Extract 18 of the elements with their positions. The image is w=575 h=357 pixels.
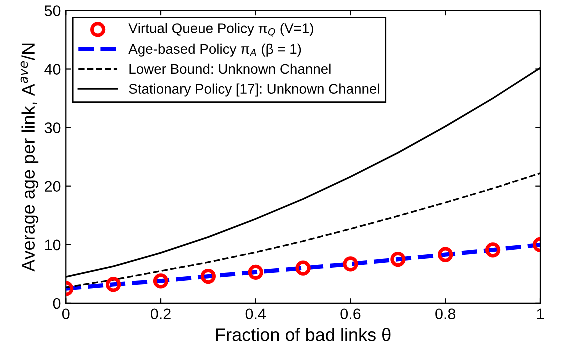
x-tick-label: 0.2	[150, 308, 171, 320]
x-tick-label: 1	[537, 308, 544, 320]
x-tick-label: 0.6	[340, 308, 361, 320]
legend-label: Age-based Policy π$_{A}$ (β = 1)	[128, 44, 302, 57]
x-axis-title: Fraction of bad links θ	[216, 328, 391, 342]
legend-label: Lower Bound: Unknown Channel	[130, 64, 331, 74]
y-tick-label: 0	[53, 298, 61, 310]
y-tick-label: 20	[45, 181, 61, 192]
x-tick-label: 0.4	[246, 308, 266, 320]
y-axis-title: Average age per link, A$^{ave}$/N	[20, 44, 39, 272]
y-tick-label: 30	[44, 122, 61, 134]
legend-label: Virtual Queue Policy π$_{Q}$ (V=1)	[128, 23, 314, 37]
x-tick-label: 0	[62, 308, 70, 320]
legend-label: Stationary Policy [17]: Unknown Channel	[129, 84, 380, 97]
y-tick-label: 10	[45, 240, 61, 251]
x-tick-label: 0.8	[436, 308, 456, 320]
y-tick-label: 50	[44, 6, 61, 16]
y-tick-label: 40	[44, 64, 61, 75]
